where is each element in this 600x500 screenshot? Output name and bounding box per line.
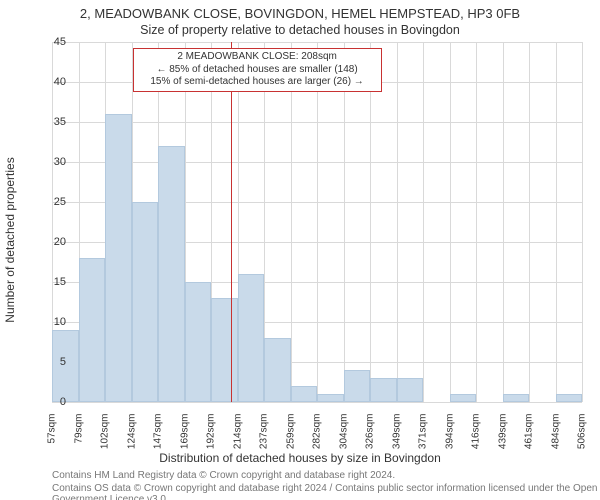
y-tick-label: 10 xyxy=(36,316,66,328)
gridline-v xyxy=(423,42,424,402)
gridline-h xyxy=(52,402,582,403)
histogram-bar xyxy=(317,394,344,402)
histogram-bar xyxy=(105,114,132,402)
y-axis-label: Number of detached properties xyxy=(3,157,17,322)
gridline-v xyxy=(476,42,477,402)
x-tick-label: 192sqm xyxy=(206,414,217,462)
footer-line-1: Contains HM Land Registry data © Crown c… xyxy=(52,470,395,481)
histogram-bar xyxy=(158,146,185,402)
histogram-bar xyxy=(556,394,583,402)
y-tick-label: 0 xyxy=(36,396,66,408)
histogram-bar xyxy=(450,394,477,402)
x-tick-label: 79sqm xyxy=(73,414,84,462)
histogram-bar xyxy=(344,370,371,402)
chart-plot-area: 2 MEADOWBANK CLOSE: 208sqm← 85% of detac… xyxy=(52,42,582,402)
gridline-v xyxy=(582,42,583,402)
x-tick-label: 326sqm xyxy=(365,414,376,462)
y-tick-label: 35 xyxy=(36,116,66,128)
gridline-v xyxy=(344,42,345,402)
x-tick-label: 461sqm xyxy=(524,414,535,462)
x-tick-label: 371sqm xyxy=(418,414,429,462)
histogram-bar xyxy=(238,274,265,402)
y-tick-label: 5 xyxy=(36,356,66,368)
x-tick-label: 214sqm xyxy=(232,414,243,462)
x-tick-label: 282sqm xyxy=(312,414,323,462)
page-title: 2, MEADOWBANK CLOSE, BOVINGDON, HEMEL HE… xyxy=(0,6,600,21)
y-tick-label: 15 xyxy=(36,276,66,288)
histogram-bar xyxy=(264,338,291,402)
x-tick-label: 506sqm xyxy=(577,414,588,462)
y-tick-label: 25 xyxy=(36,196,66,208)
y-tick-label: 20 xyxy=(36,236,66,248)
x-tick-label: 102sqm xyxy=(100,414,111,462)
footer-line-2: Contains OS data © Crown copyright and d… xyxy=(52,483,600,500)
x-tick-label: 124sqm xyxy=(126,414,137,462)
histogram-bar xyxy=(503,394,530,402)
x-tick-label: 394sqm xyxy=(444,414,455,462)
annotation-line: 2 MEADOWBANK CLOSE: 208sqm xyxy=(138,51,377,64)
x-tick-label: 349sqm xyxy=(391,414,402,462)
histogram-bar xyxy=(132,202,159,402)
x-tick-label: 57sqm xyxy=(47,414,58,462)
x-tick-label: 237sqm xyxy=(259,414,270,462)
page-subtitle: Size of property relative to detached ho… xyxy=(0,23,600,37)
histogram-bar xyxy=(185,282,212,402)
reference-line xyxy=(231,42,232,402)
histogram-bar xyxy=(79,258,106,402)
gridline-v xyxy=(556,42,557,402)
x-tick-label: 304sqm xyxy=(338,414,349,462)
histogram-bar xyxy=(211,298,238,402)
gridline-v xyxy=(503,42,504,402)
x-tick-label: 439sqm xyxy=(497,414,508,462)
gridline-v xyxy=(450,42,451,402)
x-tick-label: 259sqm xyxy=(285,414,296,462)
y-tick-label: 30 xyxy=(36,156,66,168)
annotation-box: 2 MEADOWBANK CLOSE: 208sqm← 85% of detac… xyxy=(133,48,382,92)
gridline-v xyxy=(291,42,292,402)
gridline-v xyxy=(529,42,530,402)
histogram-bar xyxy=(370,378,397,402)
x-tick-label: 416sqm xyxy=(471,414,482,462)
histogram-bar xyxy=(397,378,424,402)
x-tick-label: 169sqm xyxy=(179,414,190,462)
gridline-v xyxy=(317,42,318,402)
annotation-line: ← 85% of detached houses are smaller (14… xyxy=(138,64,377,77)
gridline-v xyxy=(370,42,371,402)
annotation-line: 15% of semi-detached houses are larger (… xyxy=(138,76,377,89)
x-tick-label: 147sqm xyxy=(153,414,164,462)
x-tick-label: 484sqm xyxy=(550,414,561,462)
gridline-v xyxy=(397,42,398,402)
histogram-bar xyxy=(291,386,318,402)
y-tick-label: 45 xyxy=(36,36,66,48)
y-tick-label: 40 xyxy=(36,76,66,88)
x-axis-label: Distribution of detached houses by size … xyxy=(0,451,600,465)
